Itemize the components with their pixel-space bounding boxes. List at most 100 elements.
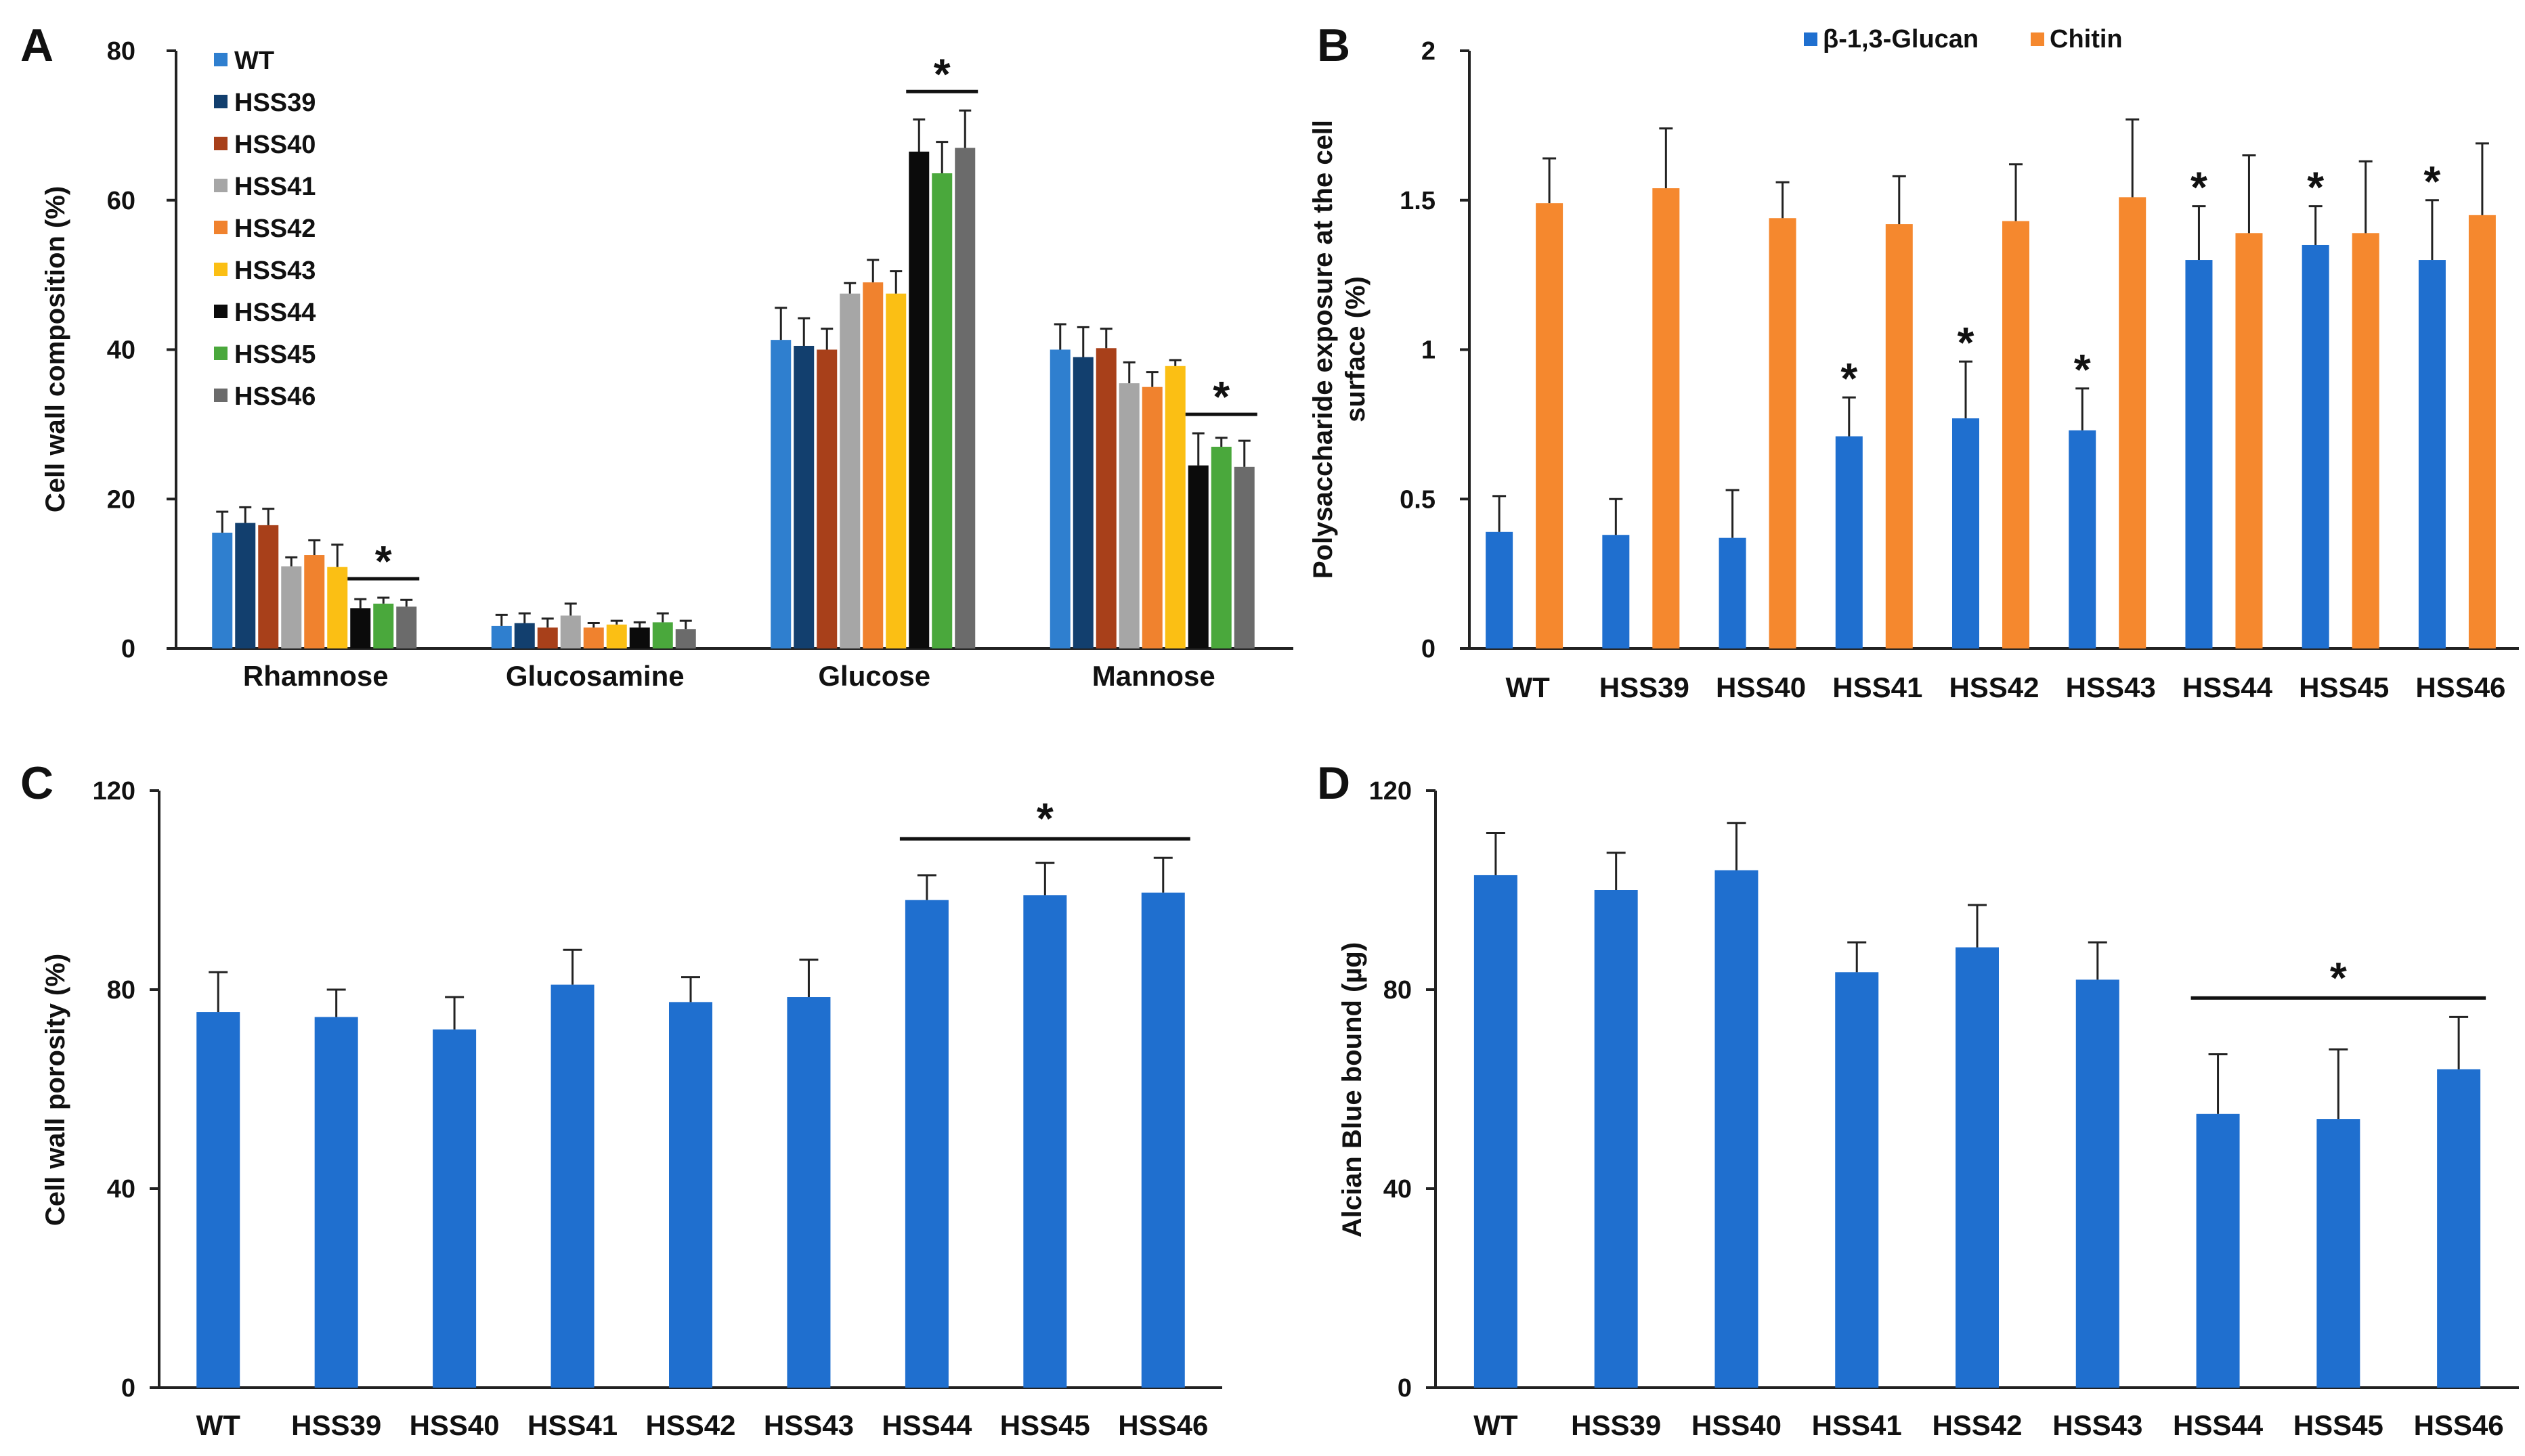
bar-hss40 (433, 1029, 477, 1388)
bar-hss43-mannose (1165, 366, 1186, 648)
x-category-label: HSS45 (2293, 1409, 2383, 1441)
x-category-label: HSS46 (2415, 671, 2505, 703)
bar-hss42 (1956, 947, 1999, 1388)
bar-hss39-glucosamine (514, 623, 535, 648)
legend-label-hss42: HSS42 (234, 215, 316, 243)
y-tick-label: 80 (1383, 976, 1412, 1005)
bar-hss40-mannose (1096, 348, 1117, 648)
bar-hss41 (1835, 972, 1879, 1388)
bar-1-3-glucan-hss43 (2069, 430, 2096, 648)
bar-chitin-hss45 (2352, 233, 2379, 648)
x-category-label: HSS46 (1118, 1409, 1208, 1441)
x-category-label: HSS45 (1000, 1409, 1090, 1441)
bar-wt (1473, 875, 1517, 1388)
y-tick-label: 0 (121, 1374, 135, 1403)
x-category-label: HSS42 (1932, 1409, 2022, 1441)
y-tick-label: 0.5 (1400, 485, 1436, 514)
bar-hss41-glucosamine (560, 615, 581, 648)
bar-hss42-mannose (1142, 387, 1163, 648)
bar-hss46 (1141, 892, 1185, 1388)
legend-label-hss41: HSS41 (234, 173, 316, 201)
bar-chitin-hss46 (2468, 215, 2496, 648)
bar-hss45-glucosamine (652, 622, 673, 648)
bar-1-3-glucan-wt (1486, 531, 1513, 648)
y-axis-label: Alcian Blue bound (µg) (1337, 942, 1367, 1237)
bar-hss39 (1594, 890, 1638, 1388)
x-category-label: HSS43 (2066, 671, 2156, 703)
bar-wt-glucose (771, 340, 792, 648)
y-tick-label: 40 (1383, 1175, 1412, 1204)
x-category-label: HSS39 (1571, 1409, 1661, 1441)
legend-swatch (214, 263, 228, 276)
bar-wt-glucosamine (491, 625, 512, 648)
bar-hss43 (787, 997, 831, 1388)
legend-swatch (214, 179, 228, 192)
y-axis-label-line: Alcian Blue bound (µg) (1337, 942, 1367, 1237)
legend-label-hss39: HSS39 (234, 89, 316, 117)
x-category-label: WT (196, 1409, 241, 1441)
legend-swatch (214, 53, 228, 66)
x-category-label: HSS41 (1812, 1409, 1902, 1441)
bar-hss39 (314, 1017, 358, 1388)
y-tick-label: 1 (1421, 336, 1436, 365)
bar-wt (196, 1012, 240, 1388)
x-category-label: Rhamnose (243, 660, 389, 692)
bar-hss45-mannose (1211, 446, 1232, 648)
bar-hss42-glucosamine (583, 627, 604, 648)
bar-chitin-hss44 (2235, 233, 2263, 648)
legend-swatch (2031, 32, 2044, 46)
bar-hss42 (669, 1002, 712, 1388)
significance-star: * (1037, 794, 1054, 843)
y-tick-label: 20 (107, 485, 135, 514)
bar-hss42-rhamnose (304, 555, 325, 648)
bar-hss43-glucose (886, 293, 907, 648)
x-category-label: HSS46 (2414, 1409, 2504, 1441)
y-axis-label-line: Cell wall porosity (%) (41, 954, 70, 1226)
panel-c: C 0 40 80 120 Cell wall porosity (%) WT HSS39 HS… (20, 757, 1222, 1441)
x-category-label: Glucose (818, 660, 930, 692)
significance-star: * (2191, 163, 2207, 212)
legend-label-hss45: HSS45 (234, 340, 316, 369)
bar-hss45-glucose (932, 173, 953, 648)
legend-label-hss44: HSS44 (234, 299, 316, 327)
y-axis-label-line: Polysaccharide exposure at the cell (1308, 120, 1338, 579)
bar-1-3-glucan-hss41 (1835, 436, 1863, 648)
bar-hss46-mannose (1234, 466, 1255, 648)
bar-1-3-glucan-hss42 (1952, 418, 1979, 648)
y-tick-label: 80 (107, 976, 135, 1005)
legend-label-chitin: Chitin (2050, 25, 2123, 53)
significance-star: * (1840, 354, 1857, 403)
legend-swatch (214, 389, 228, 402)
bar-hss40-rhamnose (258, 525, 279, 648)
bar-hss44 (2196, 1113, 2240, 1388)
y-axis-label-line: Cell wall composition (%) (41, 186, 70, 512)
bar-hss43-rhamnose (327, 567, 348, 648)
bar-hss41-rhamnose (281, 566, 302, 648)
y-tick-label: 120 (93, 777, 135, 806)
bar-chitin-hss40 (1769, 218, 1796, 648)
bar-hss46 (2437, 1069, 2481, 1388)
bar-hss45 (2316, 1119, 2360, 1388)
x-category-label: HSS44 (882, 1409, 972, 1441)
x-category-label: HSS43 (2052, 1409, 2142, 1441)
panel-letter-a: A (20, 20, 53, 71)
bar-hss40-glucosamine (537, 627, 558, 648)
y-tick-label: 40 (107, 336, 135, 365)
x-category-label: HSS40 (410, 1409, 500, 1441)
x-category-label: HSS39 (1599, 671, 1689, 703)
significance-star: * (2307, 163, 2324, 212)
y-axis-label: Cell wall porosity (%) (41, 954, 70, 1226)
bar-hss43 (2075, 979, 2119, 1388)
significance-star: * (2074, 345, 2091, 394)
y-tick-label: 60 (107, 187, 135, 215)
y-tick-label: 40 (107, 1175, 135, 1204)
y-tick-label: 0 (1421, 635, 1436, 663)
panel-d: D 0 40 80 120 Alcian Blue bound (µg) WT HSS39 HS… (1317, 757, 2519, 1441)
significance-star: * (1213, 372, 1230, 421)
x-category-label: HSS41 (1832, 671, 1922, 703)
x-category-label: HSS43 (764, 1409, 854, 1441)
legend-swatch (214, 305, 228, 318)
bar-chitin-hss41 (1885, 224, 1913, 648)
x-category-label: HSS41 (527, 1409, 618, 1441)
